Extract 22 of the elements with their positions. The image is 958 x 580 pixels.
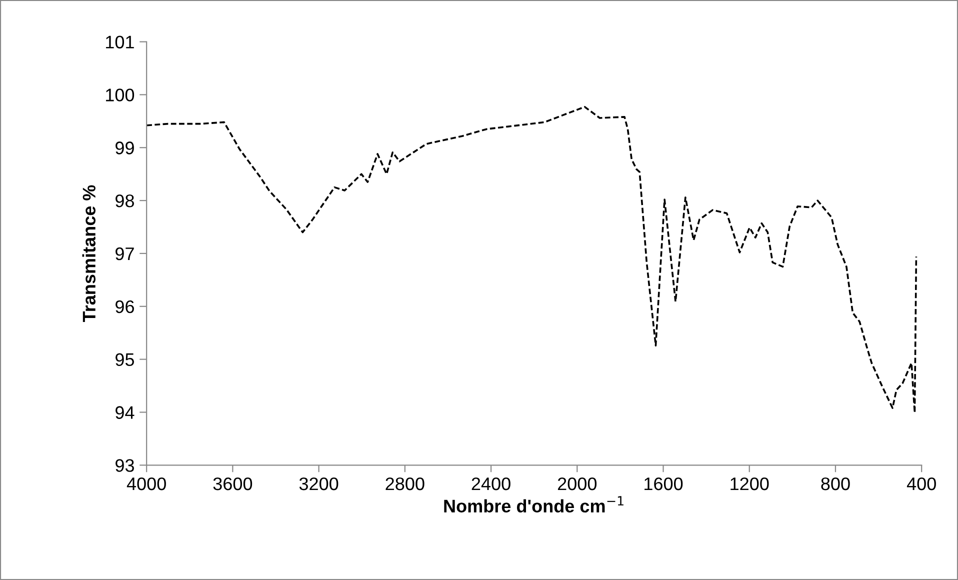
y-tick-label: 100 (106, 88, 134, 102)
y-tick-label: 95 (116, 353, 134, 366)
x-tick-label: 1600 (644, 477, 683, 490)
x-tick-label: 2000 (558, 477, 597, 490)
y-tick-label: 96 (116, 300, 134, 314)
y-tick-label: 98 (116, 194, 134, 208)
x-tick-label: 800 (821, 477, 850, 490)
line-series (146, 106, 918, 414)
y-tick-label: 93 (116, 459, 134, 472)
y-tick-label: 99 (116, 142, 134, 154)
x-tick-label: 2800 (386, 477, 424, 490)
x-axis-title: Nombre d'onde cm$^{−1}$ (444, 496, 624, 512)
x-tick-label: 3200 (299, 477, 338, 490)
x-tick-label: 1200 (730, 477, 769, 490)
x-tick-label: 400 (906, 477, 936, 490)
x-tick-label: 2400 (472, 477, 510, 490)
x-tick-label: 4000 (126, 477, 166, 490)
y-tick-label: 97 (116, 247, 134, 260)
x-tick-label: 3600 (213, 477, 252, 490)
y-tick-label: 94 (116, 406, 134, 419)
y-tick-label: 101 (106, 36, 134, 48)
y-axis-title: Transmitance % (82, 185, 96, 322)
